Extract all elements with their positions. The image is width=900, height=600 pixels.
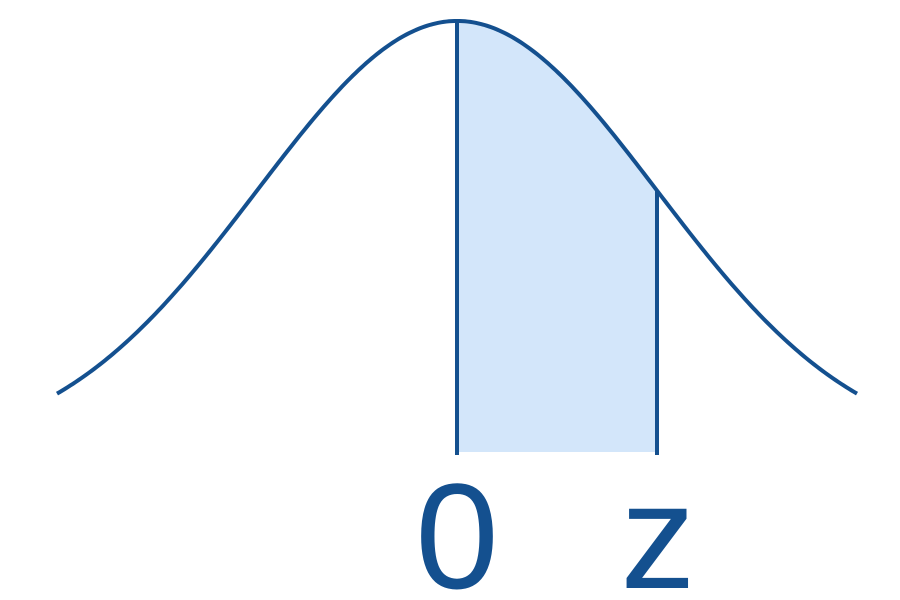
shaded-area-0-to-z — [457, 20, 657, 452]
normal-curve — [55, 18, 859, 396]
tick-label-0: 0 — [415, 452, 498, 600]
tick-label-z: z — [621, 452, 696, 600]
